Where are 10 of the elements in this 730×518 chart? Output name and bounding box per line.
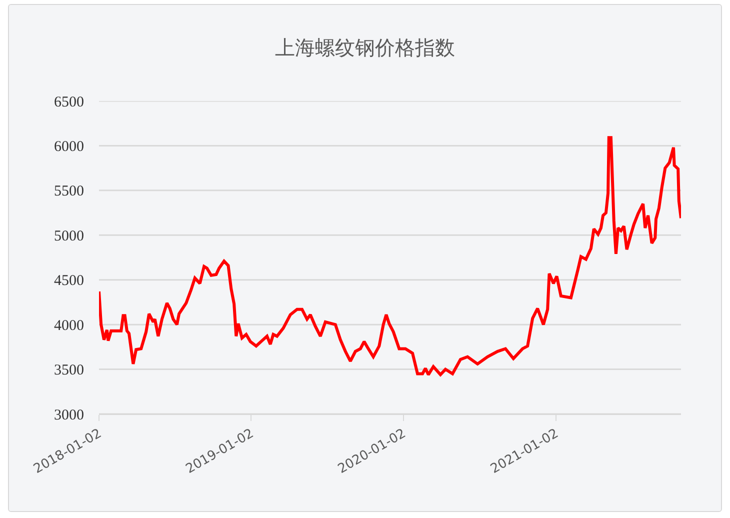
line-series (99, 136, 681, 376)
y-tick-label: 3500 (54, 362, 84, 379)
y-tick-label: 4500 (54, 273, 84, 290)
y-tick-label: 4000 (54, 318, 84, 334)
y-tick-label: 6000 (54, 138, 84, 155)
chart-title: 上海螺纹钢价格指数 (275, 35, 455, 60)
y-tick-label: 5000 (54, 228, 84, 244)
y-tick-label: 3000 (54, 407, 84, 424)
y-tick-label: 5500 (54, 184, 84, 200)
y-tick-label: 6500 (54, 94, 84, 110)
